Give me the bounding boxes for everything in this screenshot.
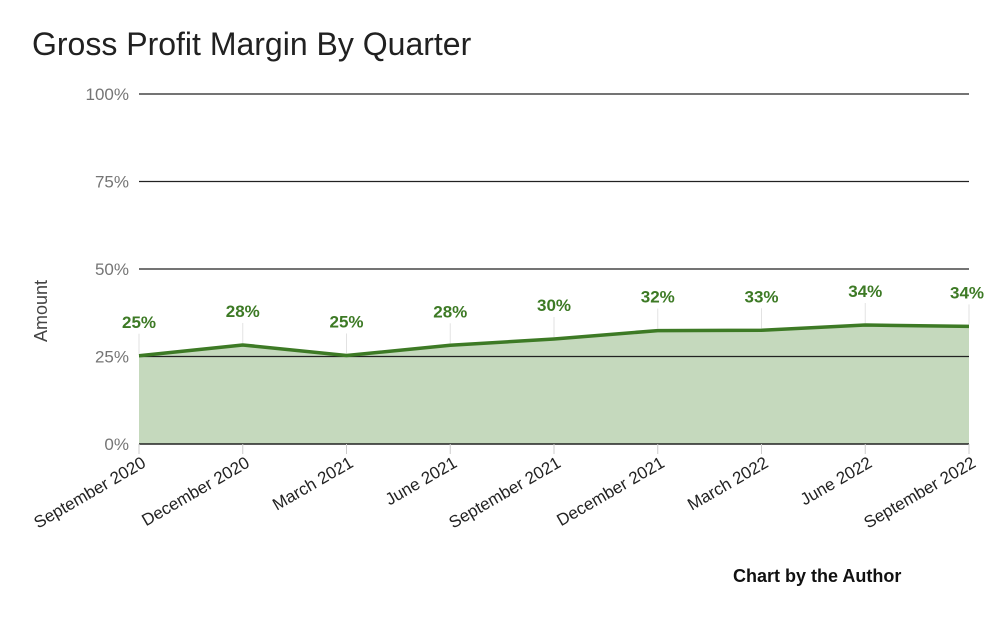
x-tick-label: June 2022 <box>797 453 875 509</box>
y-tick-label: 25% <box>95 348 129 367</box>
data-label: 33% <box>744 287 778 306</box>
x-tick-label: December 2020 <box>138 453 252 530</box>
data-label: 34% <box>848 282 882 301</box>
x-tick-label: March 2021 <box>269 453 356 514</box>
y-axis-label: Amount <box>31 280 51 342</box>
x-tick-label: September 2022 <box>861 453 979 532</box>
data-label: 28% <box>226 302 260 321</box>
x-tick-label: September 2020 <box>31 453 149 532</box>
x-tick-label: September 2021 <box>446 453 564 532</box>
series-line <box>138 323 970 358</box>
data-label: 28% <box>433 302 467 321</box>
chart-title: Gross Profit Margin By Quarter <box>32 26 472 62</box>
data-label: 30% <box>537 296 571 315</box>
x-tick-label: March 2022 <box>684 453 771 514</box>
series-area-layer <box>138 323 970 444</box>
data-label: 32% <box>641 288 675 307</box>
chart-credit: Chart by the Author <box>733 566 902 586</box>
series-area-fill <box>139 325 969 444</box>
y-tick-label: 75% <box>95 173 129 192</box>
data-label: 25% <box>122 313 156 332</box>
y-tick-label: 0% <box>104 435 129 454</box>
data-label-layer: 25% 28% 25% 28% 30% 32% 33% 34% 34% <box>122 282 984 354</box>
y-tick-label: 50% <box>95 260 129 279</box>
data-label: 25% <box>329 312 363 331</box>
data-label: 34% <box>950 283 984 302</box>
x-tick-label: June 2021 <box>382 453 460 509</box>
y-tick-label: 100% <box>86 85 129 104</box>
x-tick-label: December 2021 <box>553 453 667 530</box>
